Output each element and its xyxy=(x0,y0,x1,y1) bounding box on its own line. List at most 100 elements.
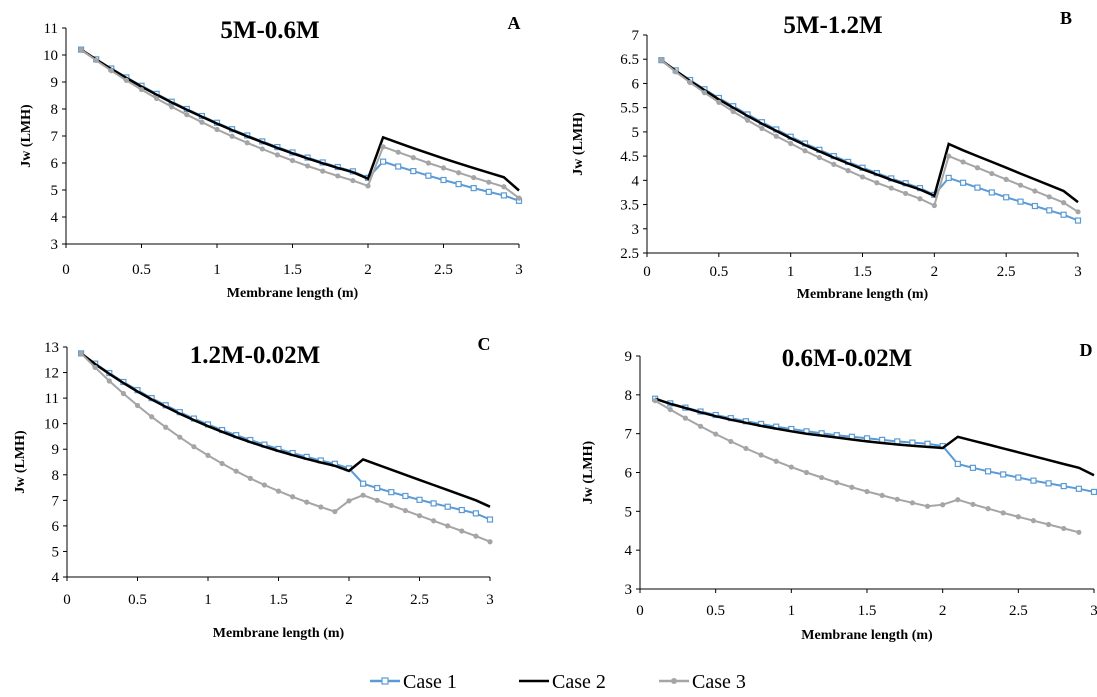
series-case-2 xyxy=(654,397,1095,477)
y-tick-label: 3 xyxy=(625,582,633,598)
data-point xyxy=(687,79,693,86)
series-case-1 xyxy=(77,350,494,523)
data-point xyxy=(682,415,689,421)
y-axis-title: Jw (LMH) xyxy=(19,104,34,168)
data-point xyxy=(350,177,356,184)
legend-marker xyxy=(381,677,389,685)
panel-title: 1.2M-0.02M xyxy=(190,342,321,369)
panel-letter: A xyxy=(508,13,521,33)
data-point xyxy=(92,364,98,371)
data-point xyxy=(244,140,250,146)
data-point xyxy=(290,494,296,500)
data-point xyxy=(274,152,280,158)
data-point xyxy=(108,68,114,74)
y-tick-label: 9 xyxy=(625,349,633,365)
x-tick-label: 3 xyxy=(515,262,523,278)
data-point xyxy=(954,460,961,468)
x-tick-label: 1.5 xyxy=(269,592,288,608)
data-point xyxy=(346,498,352,504)
data-point xyxy=(716,99,722,105)
y-tick-label: 10 xyxy=(44,417,59,433)
data-point xyxy=(416,496,423,503)
x-tick-label: 0 xyxy=(63,592,71,608)
series-case-3 xyxy=(658,57,1081,215)
data-point xyxy=(458,506,465,514)
data-point xyxy=(1090,488,1097,496)
y-tick-label: 6 xyxy=(625,466,633,482)
data-point xyxy=(425,160,431,166)
data-point xyxy=(1046,207,1053,214)
data-point xyxy=(1032,188,1038,194)
y-tick-label: 8 xyxy=(625,388,633,404)
data-point xyxy=(1017,182,1024,188)
data-point xyxy=(1046,521,1052,528)
y-axis-title: Jw (LMH) xyxy=(571,112,586,176)
data-point xyxy=(289,157,296,164)
x-tick-label: 0.5 xyxy=(128,592,147,608)
data-point xyxy=(744,117,751,123)
series-line xyxy=(654,399,1080,534)
y-tick-label: 4.5 xyxy=(620,149,639,165)
data-point xyxy=(773,458,779,464)
data-point xyxy=(388,489,395,496)
data-point xyxy=(134,402,141,409)
series-case-2 xyxy=(660,59,1079,204)
data-point xyxy=(831,161,837,167)
data-point xyxy=(219,460,225,467)
data-point xyxy=(163,424,169,430)
y-tick-label: 3.5 xyxy=(620,198,639,214)
data-point xyxy=(788,464,794,470)
x-tick-label: 2.5 xyxy=(1009,603,1028,619)
data-point xyxy=(1060,482,1067,490)
x-tick-label: 2 xyxy=(939,603,947,619)
x-axis-title: Membrane length (m) xyxy=(227,286,359,301)
y-tick-label: 12 xyxy=(44,366,59,382)
series-case-3 xyxy=(78,350,493,545)
y-tick-label: 4 xyxy=(51,210,59,226)
data-point xyxy=(471,174,477,181)
data-point xyxy=(1030,518,1037,524)
data-point xyxy=(335,173,341,179)
data-point xyxy=(1030,477,1037,484)
data-point xyxy=(917,196,923,202)
data-point xyxy=(374,484,381,492)
legend-item-case-1: Case 1 xyxy=(370,671,457,693)
data-point xyxy=(154,95,160,102)
x-tick-label: 0 xyxy=(636,603,644,619)
data-point xyxy=(430,500,437,507)
x-tick-label: 1.5 xyxy=(853,264,872,280)
data-point xyxy=(486,516,494,523)
data-point xyxy=(1031,202,1039,210)
data-point xyxy=(472,510,479,517)
data-point xyxy=(931,202,937,209)
series-line xyxy=(80,48,520,192)
data-point xyxy=(955,497,961,503)
data-point xyxy=(440,165,447,171)
data-point xyxy=(1000,471,1007,478)
data-point xyxy=(652,398,658,404)
data-point xyxy=(416,513,423,519)
x-tick-label: 3 xyxy=(1090,603,1097,619)
legend-item-case-2: Case 2 xyxy=(519,671,606,693)
data-point xyxy=(304,499,310,505)
data-point xyxy=(658,57,664,63)
data-point xyxy=(233,468,239,474)
series-line xyxy=(80,48,520,199)
data-point xyxy=(431,518,437,524)
data-point xyxy=(924,503,931,509)
y-tick-label: 7 xyxy=(51,129,59,145)
data-point xyxy=(849,484,855,490)
series-line xyxy=(660,59,1079,222)
x-tick-label: 1.5 xyxy=(283,262,302,278)
data-point xyxy=(802,148,808,154)
data-point xyxy=(845,168,851,174)
data-point xyxy=(701,90,708,96)
data-point xyxy=(456,170,462,176)
data-point xyxy=(874,180,880,186)
data-point xyxy=(500,192,507,199)
data-point xyxy=(425,172,432,179)
data-point xyxy=(773,133,779,139)
data-point xyxy=(673,69,679,75)
x-tick-label: 2.5 xyxy=(410,592,429,608)
